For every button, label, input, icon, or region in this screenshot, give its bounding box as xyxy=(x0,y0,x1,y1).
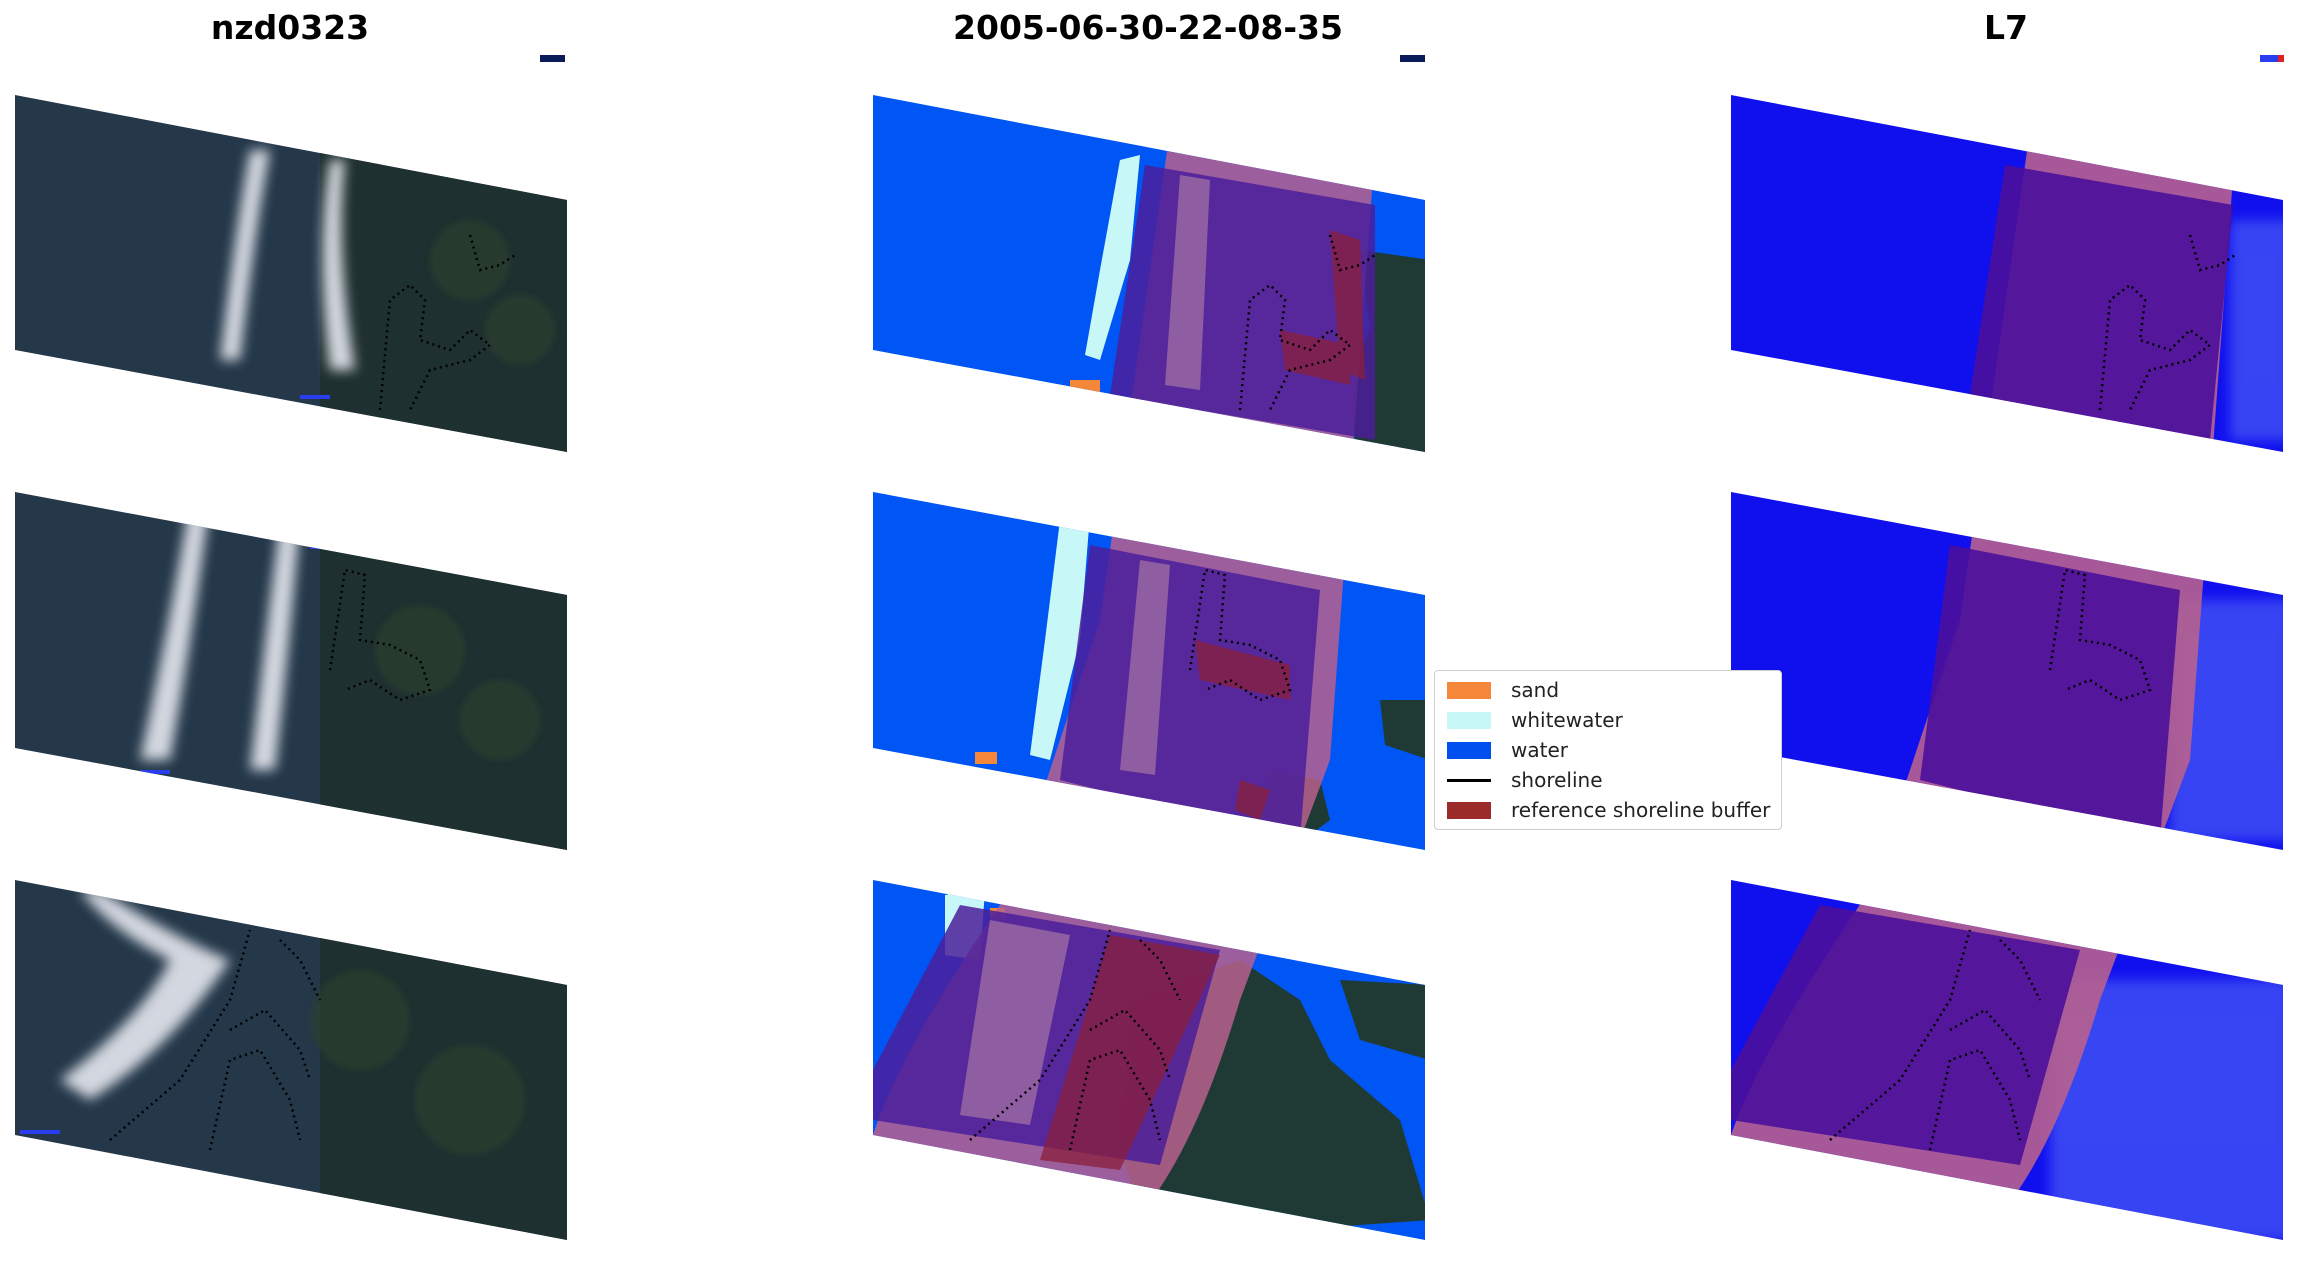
legend-item-buffer: reference shoreline buffer xyxy=(1447,797,1770,823)
sand-swatch xyxy=(1447,681,1491,699)
legend: sand whitewater water shoreline referenc… xyxy=(1434,670,1782,830)
legend-label: whitewater xyxy=(1511,708,1623,732)
whitewater-swatch xyxy=(1447,711,1491,729)
legend-label: water xyxy=(1511,738,1568,762)
panel-title-index: L7 xyxy=(1984,8,2028,47)
legend-label: sand xyxy=(1511,678,1560,702)
legend-item-shoreline: shoreline xyxy=(1447,767,1603,793)
water-swatch xyxy=(1447,741,1491,759)
panel-title-classification: 2005-06-30-22-08-35 xyxy=(953,8,1343,47)
index-image xyxy=(1731,55,2284,1240)
legend-item-water: water xyxy=(1447,737,1568,763)
panel-title-rgb: nzd0323 xyxy=(210,8,370,47)
rgb-image xyxy=(15,55,567,1240)
shoreline-line xyxy=(1447,778,1491,782)
legend-item-whitewater: whitewater xyxy=(1447,707,1623,733)
legend-label: reference shoreline buffer xyxy=(1511,798,1771,822)
legend-label: shoreline xyxy=(1511,768,1603,792)
buffer-swatch xyxy=(1447,801,1491,819)
classification-image xyxy=(873,55,1425,1240)
legend-item-sand: sand xyxy=(1447,677,1559,703)
